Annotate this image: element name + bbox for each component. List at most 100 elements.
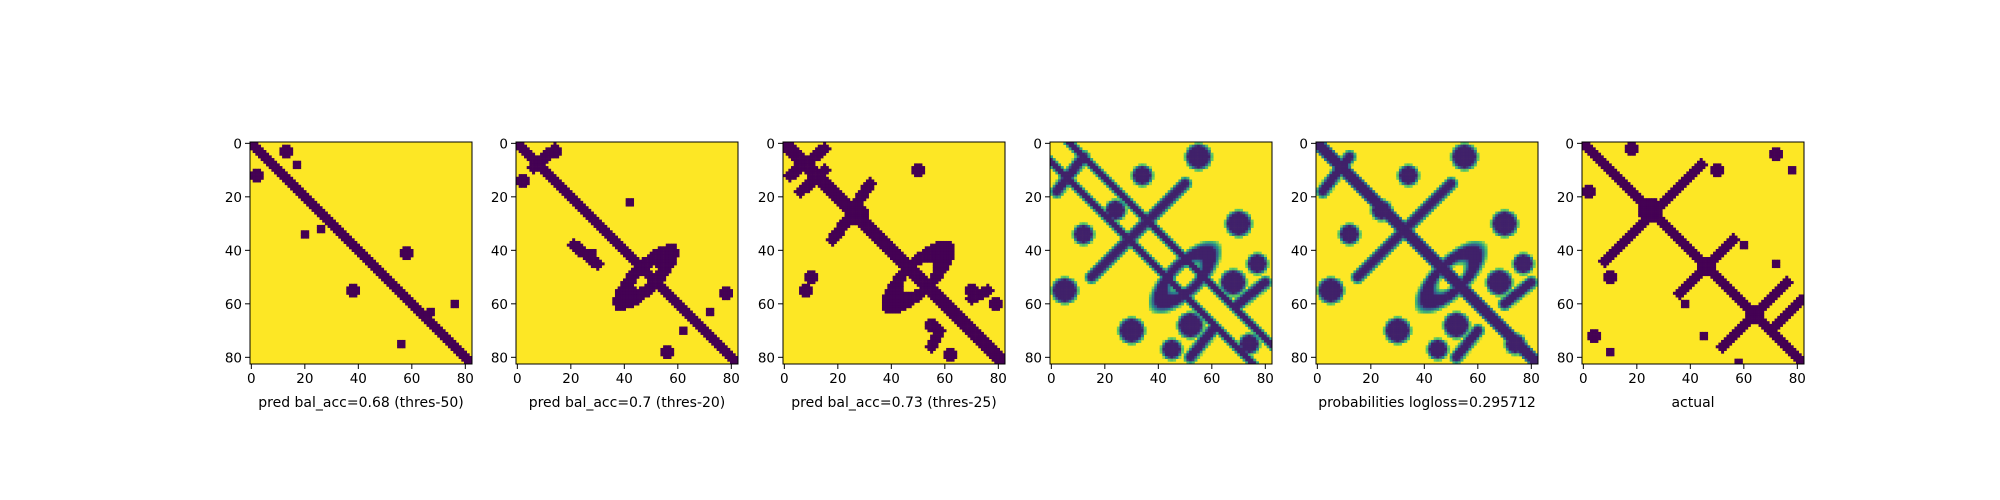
- heatmap-cell: [628, 281, 632, 285]
- heatmap-cell: [266, 163, 270, 167]
- heatmap-cell: [1234, 294, 1238, 298]
- heatmap-cell: [711, 339, 715, 343]
- heatmap-cell: [1148, 305, 1152, 309]
- heatmap-cell: [820, 144, 824, 148]
- heatmap-cell: [266, 158, 270, 162]
- heatmap-cell: [1151, 174, 1155, 178]
- heatmap-cell: [1191, 267, 1195, 271]
- heatmap-cell: [1082, 160, 1086, 164]
- heatmap-cell: [258, 168, 262, 172]
- heatmap-cell: [1210, 259, 1214, 263]
- heatmap-cell: [319, 227, 323, 231]
- heatmap-cell: [671, 246, 675, 250]
- heatmap-cell: [1250, 224, 1254, 228]
- heatmap-cell: [631, 198, 635, 202]
- heatmap-cell: [855, 198, 859, 202]
- heatmap-cell: [1119, 227, 1123, 231]
- heatmap-cell: [884, 297, 888, 301]
- heatmap-cell: [801, 182, 805, 186]
- heatmap-cell: [665, 251, 669, 255]
- heatmap-cell: [279, 176, 283, 180]
- heatmap-cell: [1132, 166, 1136, 170]
- heatmap-cell: [367, 265, 371, 269]
- heatmap-cell: [1197, 283, 1201, 287]
- heatmap-cell: [1135, 182, 1139, 186]
- heatmap-cell: [1111, 246, 1115, 250]
- heatmap-cell: [521, 182, 525, 186]
- heatmap-cell: [695, 323, 699, 327]
- heatmap-cell: [556, 150, 560, 154]
- heatmap-cell: [692, 315, 696, 319]
- heatmap-cell: [1132, 246, 1136, 250]
- heatmap-cell: [1245, 211, 1249, 215]
- heatmap-cell: [1050, 166, 1054, 170]
- heatmap-cell: [1215, 289, 1219, 293]
- heatmap-cell: [540, 163, 544, 167]
- heatmap-cell: [1090, 270, 1094, 274]
- heatmap-cell: [1205, 342, 1209, 346]
- heatmap-cell: [620, 299, 624, 303]
- heatmap-cell: [1202, 339, 1206, 343]
- heatmap-cell: [378, 267, 382, 271]
- heatmap-cell: [1245, 339, 1249, 343]
- heatmap-cell: [868, 182, 872, 186]
- heatmap-cell: [1119, 214, 1123, 218]
- heatmap-cell: [324, 216, 328, 220]
- heatmap-cell: [1197, 168, 1201, 172]
- heatmap-cell: [1173, 302, 1177, 306]
- heatmap-cell: [303, 195, 307, 199]
- heatmap-cell: [434, 329, 438, 333]
- heatmap-cell: [889, 297, 894, 301]
- heatmap-cell: [652, 248, 656, 253]
- heatmap-cell: [572, 192, 576, 196]
- heatmap-cell: [940, 246, 944, 250]
- heatmap-cell: [532, 171, 536, 175]
- heatmap-cell: [713, 334, 717, 338]
- heatmap-cell: [290, 147, 294, 151]
- heatmap-cell: [793, 155, 797, 159]
- heatmap-cell: [943, 297, 947, 301]
- heatmap-cell: [340, 238, 344, 242]
- heatmap-cell: [431, 323, 435, 327]
- heatmap-cell: [1068, 289, 1072, 293]
- heatmap-cell: [1111, 248, 1115, 253]
- heatmap-cell: [836, 203, 840, 207]
- heatmap-cell: [836, 190, 840, 194]
- heatmap-cell: [274, 160, 278, 164]
- heatmap-cell: [1167, 267, 1171, 271]
- heatmap-cell: [1213, 248, 1217, 253]
- heatmap-cell: [300, 190, 304, 194]
- heatmap-cell: [1194, 286, 1198, 290]
- heatmap-cell: [405, 302, 409, 306]
- heatmap-cell: [948, 313, 952, 317]
- heatmap-cell: [1239, 208, 1243, 212]
- heatmap-cell: [903, 305, 907, 309]
- heatmap-cell: [1167, 198, 1171, 202]
- heatmap-cell: [785, 147, 789, 151]
- heatmap-cell: [1173, 190, 1177, 194]
- heatmap-cell: [705, 307, 709, 311]
- heatmap-cell: [1055, 160, 1059, 164]
- heatmap-cell: [407, 302, 411, 306]
- heatmap-cell: [590, 222, 594, 226]
- heatmap-cell: [799, 187, 803, 191]
- heatmap-cell: [994, 297, 998, 301]
- heatmap-cell: [356, 243, 361, 247]
- heatmap-cell: [1186, 297, 1190, 301]
- heatmap-cell: [1199, 339, 1203, 343]
- heatmap-cell: [1114, 211, 1118, 215]
- heatmap-cell: [636, 257, 640, 261]
- heatmap-cell: [453, 299, 457, 303]
- heatmap-cell: [1231, 224, 1235, 228]
- heatmap-cell: [1229, 297, 1233, 301]
- heatmap-cell: [1191, 337, 1195, 341]
- heatmap-cell: [429, 326, 433, 330]
- heatmap-cell: [938, 299, 942, 303]
- heatmap-cell: [1052, 187, 1056, 191]
- heatmap-cell: [354, 251, 358, 255]
- heatmap-cell: [1191, 323, 1195, 327]
- heatmap-cell: [1194, 270, 1198, 274]
- heatmap-cell: [898, 273, 902, 277]
- heatmap-cell: [1242, 216, 1246, 220]
